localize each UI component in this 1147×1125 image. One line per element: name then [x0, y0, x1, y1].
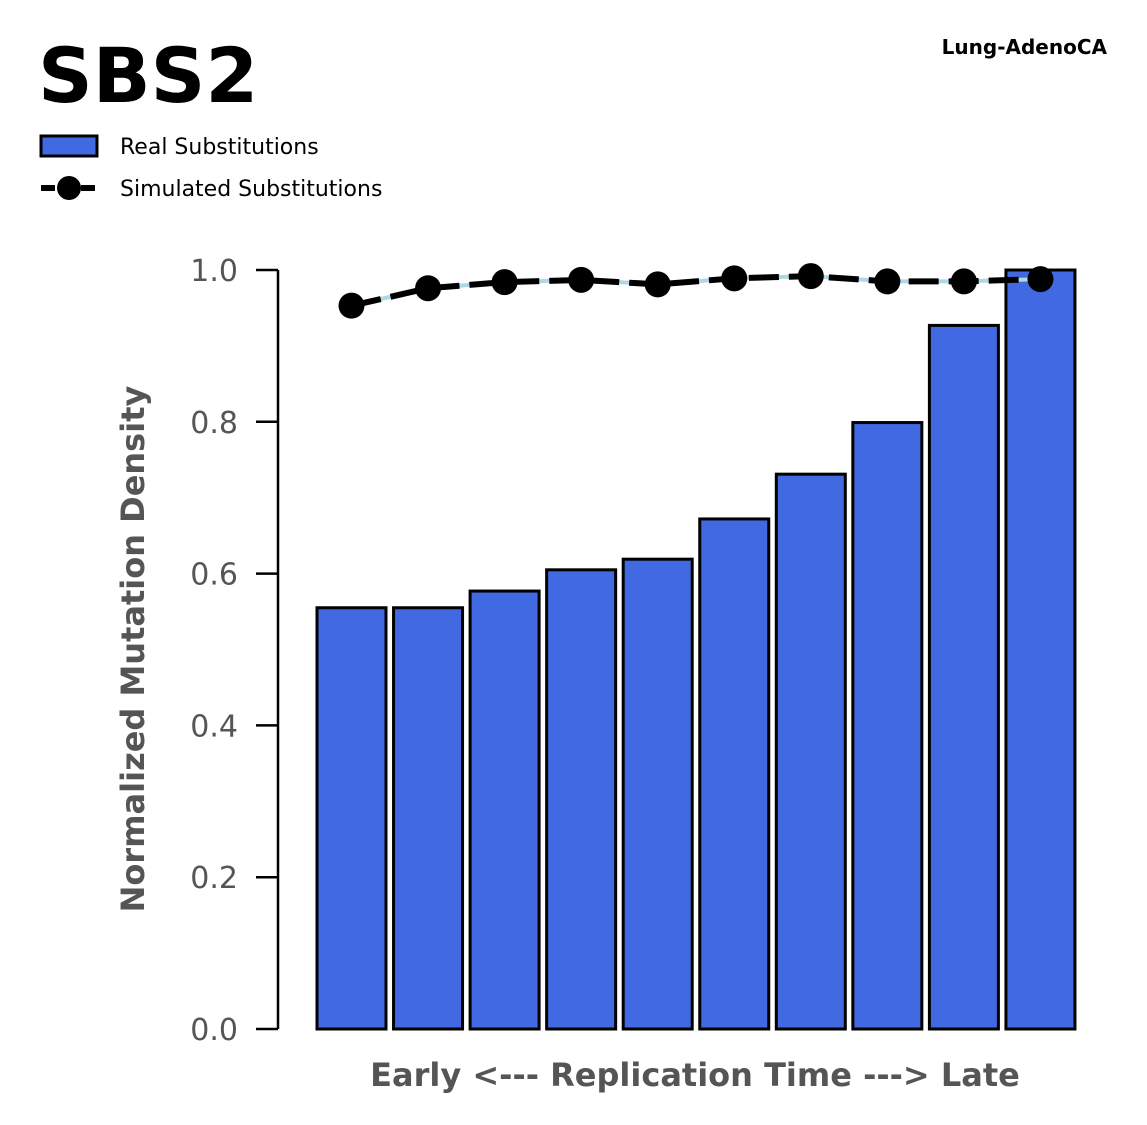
- y-tick-label: 0.8: [190, 406, 238, 441]
- x-axis-label: Early <--- Replication Time ---> Late: [370, 1056, 1020, 1094]
- simulated-point-6: [721, 265, 748, 292]
- legend-label-simulated: Simulated Substitutions: [120, 177, 382, 202]
- simulated-point-3: [491, 269, 518, 296]
- legend-marker-simulated: [57, 176, 81, 200]
- y-tick-label: 0.6: [190, 558, 238, 593]
- chart-title: SBS2: [38, 31, 258, 120]
- bar-real-1: [315, 606, 388, 1031]
- simulated-point-8: [874, 268, 901, 295]
- bar-real-9: [927, 323, 1000, 1031]
- bar-real-5: [621, 557, 694, 1031]
- bar-real-10: [1004, 268, 1077, 1031]
- simulated-point-7: [797, 263, 824, 290]
- simulated-point-1: [338, 292, 365, 319]
- y-axis: 0.0 0.2 0.4 0.6 0.8 1.0: [190, 254, 280, 1048]
- chart-subtitle: Lung-AdenoCA: [942, 35, 1108, 59]
- bar-real-7: [774, 472, 847, 1031]
- bar-real-6: [698, 517, 771, 1031]
- simulated-line: [350, 273, 1041, 309]
- simulated-point-5: [644, 271, 671, 298]
- bar-real-3: [468, 589, 541, 1031]
- bar-real-8: [851, 421, 924, 1031]
- legend: Real Substitutions Simulated Substitutio…: [39, 134, 382, 202]
- y-axis-label: Normalized Mutation Density: [114, 386, 152, 913]
- simulated-point-9: [950, 268, 977, 295]
- bars: [315, 268, 1077, 1031]
- y-tick-label: 0.2: [190, 861, 238, 896]
- legend-label-real: Real Substitutions: [120, 135, 319, 160]
- bar-real-4: [545, 568, 618, 1031]
- simulated-line-group: [338, 263, 1054, 319]
- simulated-point-4: [568, 266, 595, 293]
- y-tick-label: 0.0: [190, 1013, 238, 1048]
- bar-real-2: [392, 606, 465, 1031]
- simulated-point-2: [415, 275, 442, 302]
- y-tick-label: 0.4: [190, 709, 238, 744]
- y-tick-label: 1.0: [190, 254, 238, 289]
- simulated-point-10: [1027, 266, 1054, 293]
- legend-swatch-real: [39, 134, 99, 158]
